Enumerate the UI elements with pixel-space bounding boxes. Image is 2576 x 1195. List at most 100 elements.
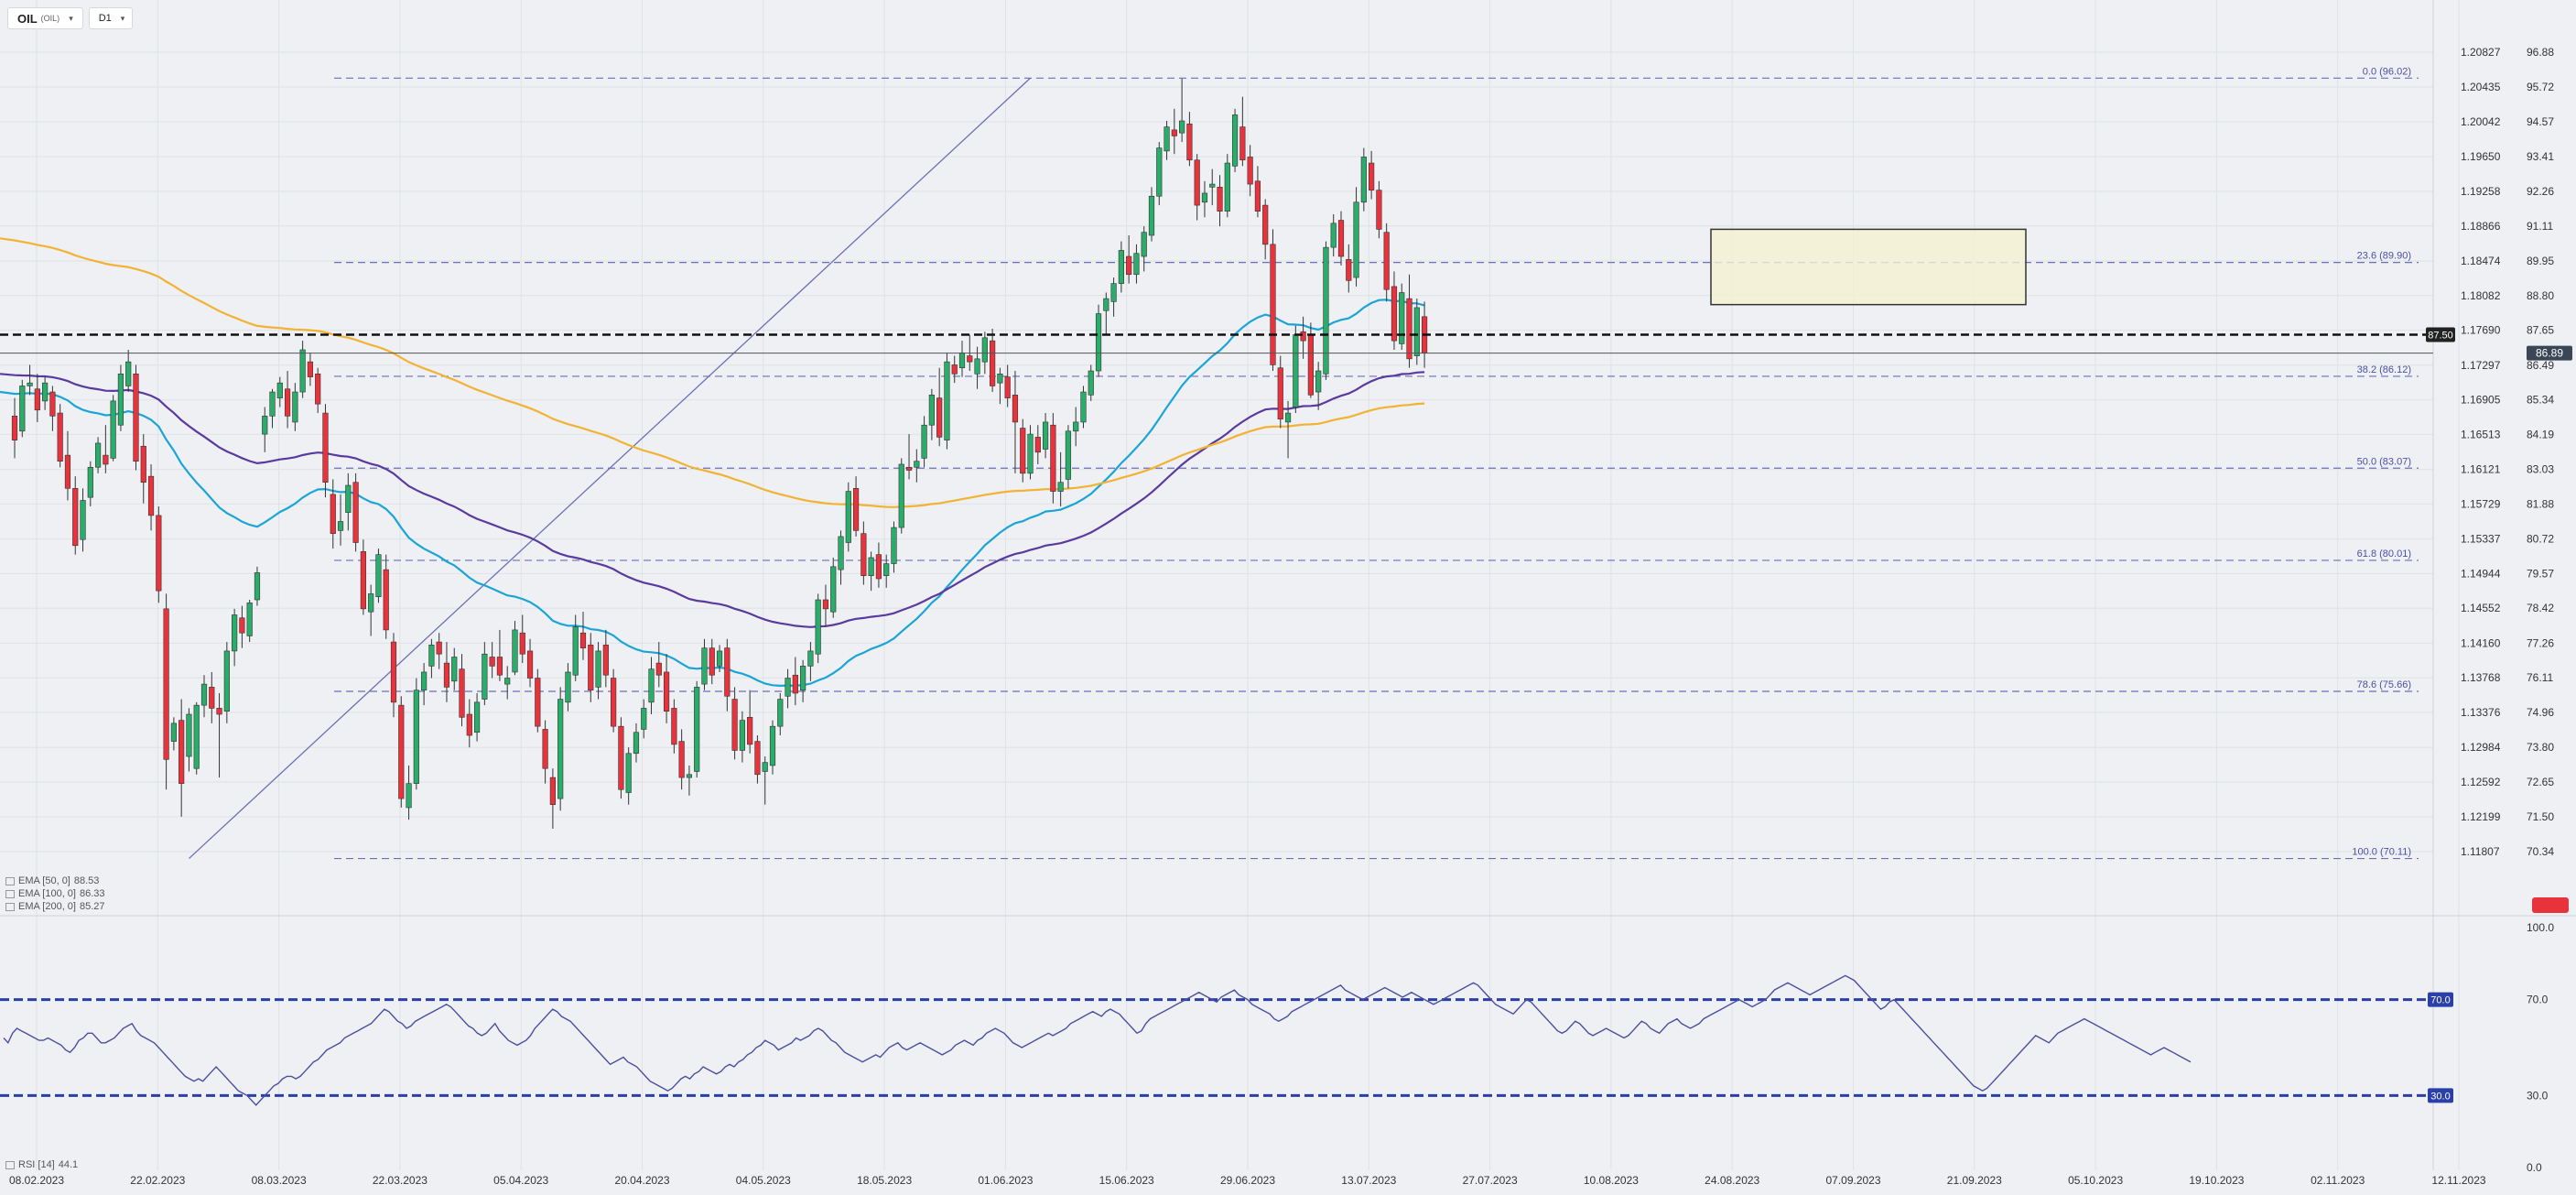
secondary-tick-label: 1.16121 [2461, 463, 2501, 476]
price-tick-label: 95.72 [2527, 81, 2554, 93]
candle-body [1300, 331, 1306, 342]
candle-body [80, 500, 86, 540]
candle-body [466, 713, 472, 736]
price-axis[interactable]: 96.88 95.72 94.57 93.41 92.26 91.11 89.95 88.80… [2426, 46, 2572, 858]
candle-body [133, 374, 139, 462]
candle-body [125, 361, 132, 386]
settings-icon[interactable] [5, 889, 15, 898]
time-axis[interactable]: 08.02.2023 22.02.2023 08.03.2023 22.03.2023… [9, 1174, 2486, 1187]
candle-body [94, 442, 102, 468]
candle-body [103, 454, 109, 465]
candle-body [588, 645, 594, 690]
ema50-legend-name: EMA [50, 0] [18, 875, 70, 886]
candle-body [762, 762, 768, 772]
candle-body [641, 708, 647, 730]
candle-body [747, 716, 753, 745]
candle-body [830, 566, 837, 613]
ema200-legend-name: EMA [200, 0] [18, 901, 76, 912]
candle-body [1057, 482, 1064, 492]
candle-body [1209, 183, 1216, 188]
timeframe-selector[interactable]: D1 ▾ [88, 7, 133, 29]
candle-body [655, 662, 662, 676]
fib-level-label: 100.0 (70.11) [2352, 847, 2411, 858]
time-tick-label: 05.04.2023 [493, 1174, 548, 1187]
level-tag-box [2426, 327, 2455, 342]
candle-body [1293, 334, 1299, 407]
candle-body [777, 699, 784, 727]
candle-body [1073, 421, 1079, 432]
time-tick-label: 05.10.2023 [2068, 1174, 2123, 1187]
candle-body [1330, 223, 1337, 248]
candle-body [519, 632, 525, 655]
highlight-zone [1710, 228, 2027, 306]
secondary-price-axis: 1.20827 1.20435 1.20042 1.19650 1.19258 1.188… [2461, 46, 2501, 858]
secondary-tick-label: 1.17690 [2461, 324, 2501, 337]
candle-body [1012, 395, 1019, 423]
candle-body [1383, 232, 1390, 290]
time-tick-label: 08.03.2023 [252, 1174, 307, 1187]
drawings[interactable] [1710, 228, 2027, 306]
rsi-tick-label: 30.0 [2527, 1089, 2549, 1102]
time-tick-label: 10.08.2023 [1584, 1174, 1639, 1187]
candle-body [299, 349, 306, 393]
rsi-legend[interactable]: RSI [14] 44.1 [5, 1159, 78, 1170]
fibonacci-retracement[interactable]: 0.0 (96.02) 23.6 (89.90) 38.2 (86.12) 50.0 … [188, 66, 2419, 860]
price-tick-label: 88.80 [2527, 289, 2554, 302]
rsi-level-label: 70.0 [2430, 995, 2450, 1006]
settings-icon[interactable] [5, 876, 15, 885]
candle-body [64, 454, 71, 489]
candle-body [905, 466, 913, 471]
candle-body [276, 382, 283, 398]
secondary-tick-label: 1.13376 [2461, 706, 2501, 719]
rsi-legend-value: 44.1 [58, 1159, 79, 1170]
candle-body [579, 632, 587, 648]
candle-body [1360, 157, 1367, 203]
candle-body [330, 494, 336, 534]
candle-body [1307, 334, 1314, 396]
symbol-selector[interactable]: OIL (OIL) ▾ [7, 7, 83, 29]
settings-icon[interactable] [5, 902, 15, 911]
candle-body [1201, 192, 1208, 203]
price-levels[interactable] [0, 333, 2433, 354]
candle-body [1270, 244, 1276, 365]
secondary-tick-label: 1.17297 [2461, 359, 2501, 372]
candle-body [875, 554, 882, 580]
candle-body [117, 374, 124, 426]
candle-body [815, 599, 821, 655]
candle-body [1110, 283, 1117, 302]
rsi-pane[interactable]: 100.0 70.0 30.0 0.0 70.0 30.0 [0, 921, 2554, 1174]
candle-body [1247, 157, 1253, 185]
fib-level-label: 61.8 (80.01) [2357, 549, 2411, 559]
fib-trend-line [188, 77, 1031, 860]
secondary-tick-label: 1.18082 [2461, 289, 2501, 302]
candles [11, 78, 1428, 830]
candle-body [997, 374, 1003, 384]
candle-body [958, 352, 966, 369]
time-tick-label: 08.02.2023 [9, 1174, 64, 1187]
candle-body [246, 602, 253, 636]
ema200-legend[interactable]: EMA [200, 0] 85.27 [5, 901, 105, 912]
time-tick-label: 18.05.2023 [857, 1174, 912, 1187]
price-tick-label: 70.34 [2527, 845, 2554, 858]
candle-body [785, 678, 791, 697]
candle-body [1399, 292, 1405, 344]
candle-body [110, 400, 116, 459]
candle-body [11, 416, 18, 440]
price-tick-label: 78.42 [2527, 602, 2554, 614]
candle-body [200, 683, 208, 706]
ema50-legend[interactable]: EMA [50, 0] 88.53 [5, 875, 99, 886]
candle-body [262, 416, 268, 435]
ema200-legend-value: 85.27 [79, 901, 105, 912]
settings-icon[interactable] [5, 1160, 15, 1169]
candle-body [1254, 180, 1261, 212]
candle-body [1376, 190, 1382, 230]
time-tick-label: 22.03.2023 [373, 1174, 428, 1187]
candle-body [496, 657, 503, 676]
candle-body [1004, 376, 1011, 398]
candle-body [572, 626, 579, 676]
ema100-legend[interactable]: EMA [100, 0] 86.33 [5, 888, 105, 899]
candle-body [1118, 250, 1124, 284]
candle-body [1194, 159, 1200, 206]
candle-body [1337, 220, 1345, 257]
